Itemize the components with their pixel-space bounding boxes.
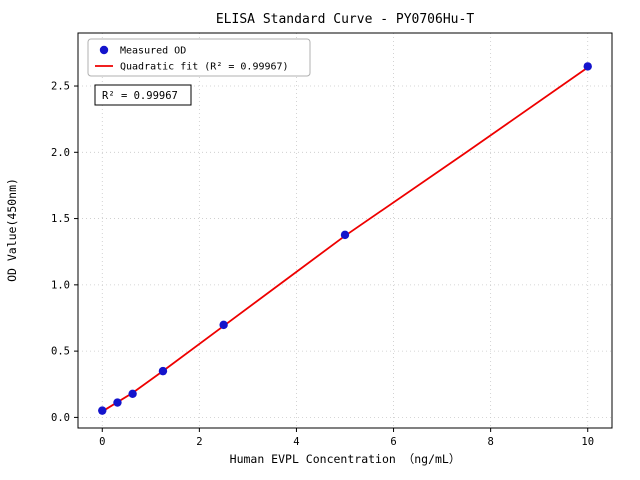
x-axis-label: Human EVPL Concentration （ng/mL） (230, 452, 461, 466)
x-tick-label: 0 (99, 436, 105, 448)
data-point-marker (583, 62, 592, 71)
x-tick-label: 2 (196, 436, 202, 448)
legend-box (87, 38, 311, 77)
data-point-marker (219, 320, 228, 330)
measured-od-points (98, 62, 592, 415)
r-squared-text: R² = 0.99967 (102, 90, 178, 102)
y-tick-label: 2.0 (51, 147, 70, 159)
tick-labels: 0 2 4 6 8 10 0.0 0.5 1.0 1.5 2.0 2.5 (51, 81, 594, 448)
legend-label-measured-od: Measured OD (120, 46, 186, 57)
data-point-marker (128, 389, 137, 399)
y-tick-label: 0.5 (51, 346, 70, 358)
x-tick-label: 4 (293, 436, 299, 448)
legend-label-quadratic-fit: Quadratic fit (R² = 0.99967) (120, 62, 289, 73)
r-squared-box (94, 84, 192, 106)
r-squared-annotation: R² = 0.99967 (94, 84, 192, 106)
y-tick-label: 1.5 (51, 213, 70, 225)
y-axis-label: OD Value(450nm) (5, 178, 19, 282)
y-tick-label: 2.5 (51, 81, 70, 93)
legend: Measured OD Quadratic fit (R² = 0.99967) (87, 38, 311, 77)
plot-frame (77, 32, 613, 429)
quadratic-fit-line (101, 66, 589, 413)
data-point-marker (98, 406, 107, 415)
x-tick-label: 10 (581, 436, 594, 448)
axis-ticks (74, 85, 589, 432)
data-point-marker (340, 230, 350, 240)
x-tick-label: 8 (487, 436, 493, 448)
data-point-marker (158, 366, 168, 376)
chart-title: ELISA Standard Curve - PY0706Hu-T (216, 12, 474, 27)
data-point-marker (113, 398, 122, 407)
y-tick-label: 1.0 (51, 279, 70, 291)
x-tick-label: 6 (390, 436, 396, 448)
legend-marker-measured-od (99, 45, 109, 55)
y-tick-label: 0.0 (51, 412, 70, 424)
